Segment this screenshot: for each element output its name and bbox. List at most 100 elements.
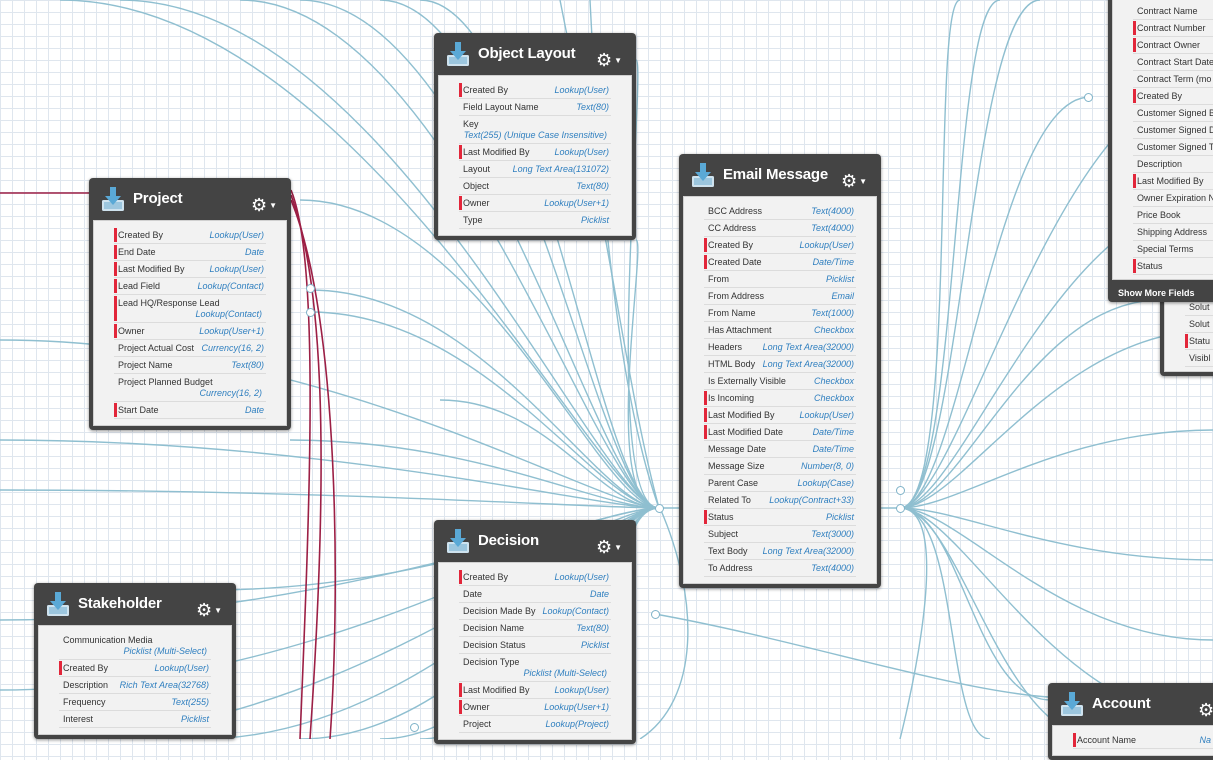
field-row[interactable]: From Address Email [704, 288, 856, 305]
stakeholder-node[interactable]: Stakeholder ⚙ ▼ Communication Media Picklist… [34, 583, 236, 739]
contract-node[interactable]: Contract Name Contract Number Contract Own… [1108, 0, 1213, 302]
chevron-down-icon[interactable]: ▼ [859, 177, 867, 187]
field-row[interactable]: Object Text(80) [459, 178, 611, 195]
field-row[interactable]: Special Terms [1133, 241, 1213, 258]
field-row[interactable]: Last Modified By [1133, 173, 1213, 190]
field-row[interactable]: Last Modified By Lookup(User) [704, 407, 856, 424]
field-row[interactable]: Project Lookup(Project) [459, 716, 611, 733]
gear-icon[interactable]: ⚙▼ [840, 171, 867, 191]
node-header[interactable]: Account ⚙▼ [1048, 683, 1213, 725]
field-row[interactable]: Parent Case Lookup(Case) [704, 475, 856, 492]
field-row[interactable]: Account Name Na [1073, 732, 1213, 749]
field-row[interactable]: BCC Address Text(4000) [704, 203, 856, 220]
connector-point[interactable] [895, 485, 905, 495]
field-row[interactable]: Created By Lookup(User) [114, 227, 266, 244]
field-row[interactable]: Customer Signed T [1133, 139, 1213, 156]
download-icon[interactable] [46, 591, 70, 617]
gear-icon[interactable]: ⚙▼ [595, 537, 622, 557]
field-row[interactable]: Decision Type Picklist (Multi-Select) [459, 654, 611, 682]
field-row[interactable]: Project Actual Cost Currency(16, 2) [114, 340, 266, 357]
field-row[interactable]: Project Name Text(80) [114, 357, 266, 374]
field-row[interactable]: Subject Text(3000) [704, 526, 856, 543]
field-row[interactable]: Start Date Date [114, 402, 266, 419]
chevron-down-icon[interactable]: ▼ [214, 606, 222, 616]
field-row[interactable]: Related To Lookup(Contract+33) [704, 492, 856, 509]
field-row[interactable]: Contract Owner [1133, 37, 1213, 54]
field-row[interactable]: Contract Number [1133, 20, 1213, 37]
connector-point[interactable] [409, 722, 419, 732]
field-row[interactable]: Is Externally Visible Checkbox [704, 373, 856, 390]
account-node[interactable]: Account ⚙▼ Account Name Na [1048, 683, 1213, 760]
field-row[interactable]: Statu [1185, 333, 1213, 350]
node-header[interactable]: Email Message ⚙ ▼ [679, 154, 881, 196]
field-row[interactable]: Created By [1133, 88, 1213, 105]
object-layout-node[interactable]: Object Layout ⚙ ▼ Created By Lookup(User) Fie… [434, 33, 636, 240]
field-row[interactable]: Field Layout Name Text(80) [459, 99, 611, 116]
field-row[interactable]: DescriptionLong [1133, 156, 1213, 173]
field-row[interactable]: Interest Picklist [59, 711, 211, 728]
field-row[interactable]: Shipping Address [1133, 224, 1213, 241]
field-row[interactable]: Date Date [459, 586, 611, 603]
field-row[interactable]: Description Rich Text Area(32768) [59, 677, 211, 694]
field-row[interactable]: Owner Lookup(User+1) [459, 195, 611, 212]
field-row[interactable]: Status [1133, 258, 1213, 275]
field-row[interactable]: Solut [1185, 316, 1213, 333]
connector-point[interactable] [1083, 92, 1093, 102]
chevron-down-icon[interactable]: ▼ [614, 56, 622, 66]
field-row[interactable]: Customer Signed B [1133, 105, 1213, 122]
field-row[interactable]: Lead Field Lookup(Contact) [114, 278, 266, 295]
field-row[interactable]: From Picklist [704, 271, 856, 288]
download-icon[interactable] [1060, 691, 1084, 717]
field-row[interactable]: Decision Status Picklist [459, 637, 611, 654]
field-row[interactable]: Owner Expiration N [1133, 190, 1213, 207]
gear-icon[interactable]: ⚙▼ [595, 50, 622, 70]
connector-point[interactable] [895, 503, 905, 513]
node-header[interactable]: Stakeholder ⚙ ▼ [34, 583, 236, 625]
field-row[interactable]: To Address Text(4000) [704, 560, 856, 577]
field-row[interactable]: Message Size Number(8, 0) [704, 458, 856, 475]
field-row[interactable]: From Name Text(1000) [704, 305, 856, 322]
node-header[interactable]: Decision ⚙ ▼ [434, 520, 636, 562]
field-row[interactable]: End Date Date [114, 244, 266, 261]
field-row[interactable]: Contract Term (mo [1133, 71, 1213, 88]
field-row[interactable]: Created By Lookup(User) [459, 82, 611, 99]
connector-point[interactable] [305, 307, 315, 317]
chevron-down-icon[interactable]: ▼ [269, 201, 277, 211]
field-row[interactable]: Owner Lookup(User+1) [459, 699, 611, 716]
field-row[interactable]: Status Picklist [704, 509, 856, 526]
connector-point[interactable] [650, 609, 660, 619]
field-row[interactable]: HTML Body Long Text Area(32000) [704, 356, 856, 373]
field-row[interactable]: Frequency Text(255) [59, 694, 211, 711]
field-row[interactable]: Last Modified By Lookup(User) [114, 261, 266, 278]
field-row[interactable]: Headers Long Text Area(32000) [704, 339, 856, 356]
node-header[interactable]: Object Layout ⚙ ▼ [434, 33, 636, 75]
field-row[interactable]: CC Address Text(4000) [704, 220, 856, 237]
gear-icon[interactable]: ⚙▼ [250, 195, 277, 215]
gear-icon[interactable]: ⚙▼ [1197, 700, 1213, 720]
show-more-fields-button[interactable]: Show More Fields [1118, 288, 1195, 298]
field-row[interactable]: Is Incoming Checkbox [704, 390, 856, 407]
download-icon[interactable] [101, 186, 125, 212]
field-row[interactable]: Solut [1185, 299, 1213, 316]
field-row[interactable]: Owner Lookup(User+1) [114, 323, 266, 340]
decision-node[interactable]: Decision ⚙ ▼ Created By Lookup(User) Date Date… [434, 520, 636, 744]
field-row[interactable]: Text Body Long Text Area(32000) [704, 543, 856, 560]
solution-node[interactable]: Solut Solut Statu Visibl [1160, 290, 1213, 376]
field-row[interactable]: Created By Lookup(User) [704, 237, 856, 254]
field-row[interactable]: Decision Made By Lookup(Contact) [459, 603, 611, 620]
field-row[interactable]: Message Date Date/Time [704, 441, 856, 458]
field-row[interactable]: Key Text(255) (Unique Case Insensitive) [459, 116, 611, 144]
field-row[interactable]: Has Attachment Checkbox [704, 322, 856, 339]
connector-point[interactable] [305, 283, 315, 293]
field-row[interactable]: Decision Name Text(80) [459, 620, 611, 637]
field-row[interactable]: Created Date Date/Time [704, 254, 856, 271]
field-row[interactable]: Created By Lookup(User) [59, 660, 211, 677]
field-row[interactable]: Lead HQ/Response Lead Lookup(Contact) [114, 295, 266, 323]
field-row[interactable]: Contract Start Date [1133, 54, 1213, 71]
field-row[interactable]: Project Planned Budget Currency(16, 2) [114, 374, 266, 402]
project-node[interactable]: Project ⚙ ▼ Created By Lookup(User) End Date D… [89, 178, 291, 430]
gear-icon[interactable]: ⚙▼ [195, 600, 222, 620]
field-row[interactable]: Price BookL [1133, 207, 1213, 224]
chevron-down-icon[interactable]: ▼ [614, 543, 622, 553]
